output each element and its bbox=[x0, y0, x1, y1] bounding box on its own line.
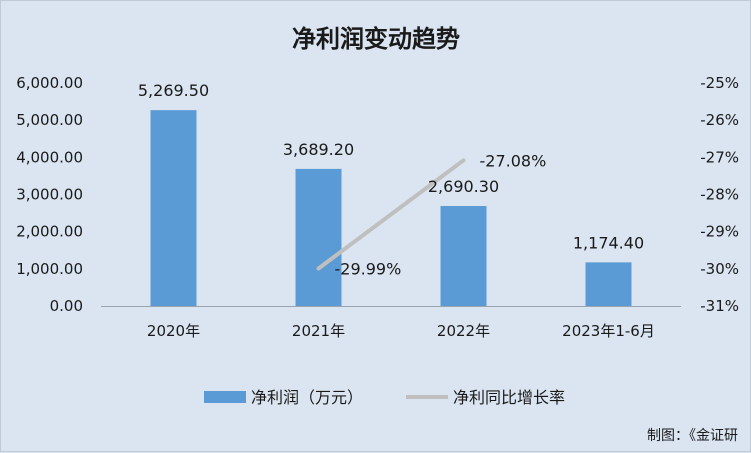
legend: 净利润（万元） 净利同比增长率 bbox=[204, 388, 565, 407]
y-left-tick-label: 6,000.00 bbox=[16, 74, 83, 92]
legend-label-bar: 净利润（万元） bbox=[251, 388, 363, 407]
y-right-tick-label: -26% bbox=[700, 111, 739, 129]
y-left-tick-label: 0.00 bbox=[50, 297, 83, 315]
y-left-tick-label: 5,000.00 bbox=[16, 111, 83, 129]
x-tick-label: 2023年1-6月 bbox=[562, 322, 655, 340]
bar-data-label: 3,689.20 bbox=[283, 140, 354, 159]
plot-area: 0.00 1,000.00 2,000.00 3,000.00 4,000.00 5,00… bbox=[16, 74, 739, 340]
y-right-tick-label: -25% bbox=[700, 74, 739, 92]
bar bbox=[585, 262, 632, 306]
y-right-tick-label: -28% bbox=[700, 186, 739, 204]
y-right-tick-label: -31% bbox=[700, 297, 739, 315]
x-tick-label: 2021年 bbox=[292, 322, 345, 340]
y-left-tick-label: 4,000.00 bbox=[16, 148, 83, 166]
y-left-tick-label: 1,000.00 bbox=[16, 260, 83, 278]
source-note: 制图：《金证研 bbox=[647, 428, 738, 444]
bar bbox=[150, 110, 197, 306]
y-right-tick-label: -30% bbox=[700, 260, 739, 278]
y-right-tick-label: -27% bbox=[700, 148, 739, 166]
bar bbox=[295, 168, 342, 306]
line-data-label: -29.99% bbox=[335, 259, 402, 278]
legend-swatch-bar bbox=[204, 391, 246, 403]
bar-data-label: 2,690.30 bbox=[428, 177, 499, 196]
bar bbox=[440, 206, 487, 306]
x-tick-label: 2020年 bbox=[147, 322, 200, 340]
chart-title: 净利润变动趋势 bbox=[292, 25, 460, 53]
y-left-tick-label: 2,000.00 bbox=[16, 223, 83, 241]
y-right-tick-label: -29% bbox=[700, 223, 739, 241]
bar-data-label: 5,269.50 bbox=[138, 81, 209, 100]
x-tick-label: 2022年 bbox=[437, 322, 490, 340]
growth-rate-line bbox=[316, 158, 466, 271]
bar-data-label: 1,174.40 bbox=[573, 233, 644, 252]
y-left-tick-label: 3,000.00 bbox=[16, 186, 83, 204]
line-data-label: -27.08% bbox=[480, 151, 547, 170]
legend-label-line: 净利同比增长率 bbox=[453, 388, 565, 407]
